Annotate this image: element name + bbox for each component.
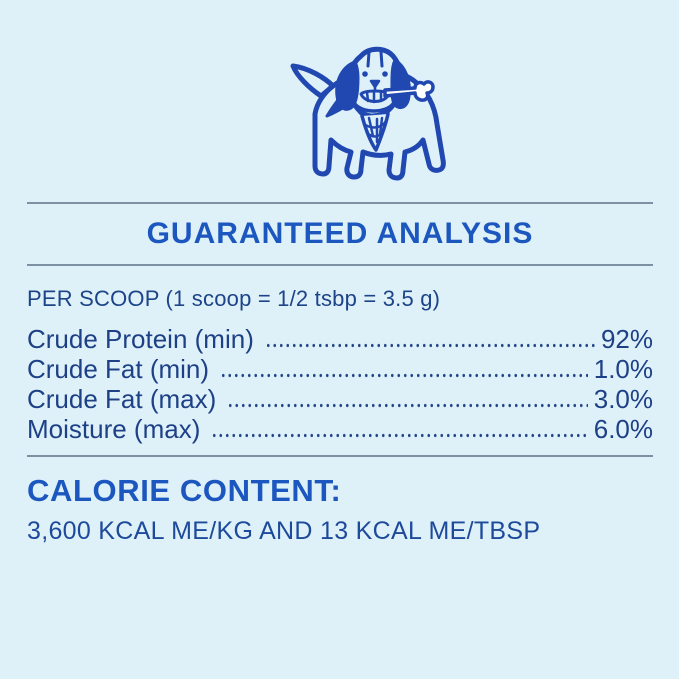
calorie-content-heading: CALORIE CONTENT: bbox=[27, 473, 342, 508]
guaranteed-analysis-title: GUARANTEED ANALYSIS bbox=[146, 217, 534, 250]
analysis-row-label: Crude Fat (min) bbox=[27, 354, 210, 384]
analysis-row-value: 3.0% bbox=[593, 384, 653, 414]
divider-under-title bbox=[27, 264, 653, 266]
analysis-row-value: 92% bbox=[600, 324, 653, 354]
dot-leader bbox=[209, 414, 588, 444]
dot-leader bbox=[225, 384, 588, 414]
analysis-row-label: Crude Protein (min) bbox=[27, 324, 254, 354]
dot-leader bbox=[218, 354, 588, 384]
divider-bottom bbox=[27, 455, 653, 457]
beagle-with-bone-icon bbox=[290, 46, 446, 181]
analysis-row-value: 6.0% bbox=[593, 414, 653, 444]
dot-leader bbox=[262, 324, 595, 354]
analysis-row-crude-protein-min: Crude Protein (min) 92% bbox=[27, 324, 653, 354]
analysis-table: Crude Protein (min) 92% Crude Fat (min) … bbox=[27, 324, 653, 444]
analysis-row-value: 1.0% bbox=[593, 354, 653, 384]
analysis-row-crude-fat-max: Crude Fat (max) 3.0% bbox=[27, 384, 653, 414]
supplement-label-panel: GUARANTEED ANALYSIS PER SCOOP (1 scoop =… bbox=[0, 40, 679, 679]
analysis-row-label: Moisture (max) bbox=[27, 414, 201, 444]
analysis-row-label: Crude Fat (max) bbox=[27, 384, 217, 414]
analysis-row-moisture-max: Moisture (max) 6.0% bbox=[27, 414, 653, 444]
per-scoop-note: PER SCOOP (1 scoop = 1/2 tsbp = 3.5 g) bbox=[27, 286, 441, 311]
calorie-content-detail: 3,600 KCAL ME/KG AND 13 KCAL ME/TBSP bbox=[27, 517, 541, 545]
analysis-row-crude-fat-min: Crude Fat (min) 1.0% bbox=[27, 354, 653, 384]
divider-top bbox=[27, 202, 653, 204]
